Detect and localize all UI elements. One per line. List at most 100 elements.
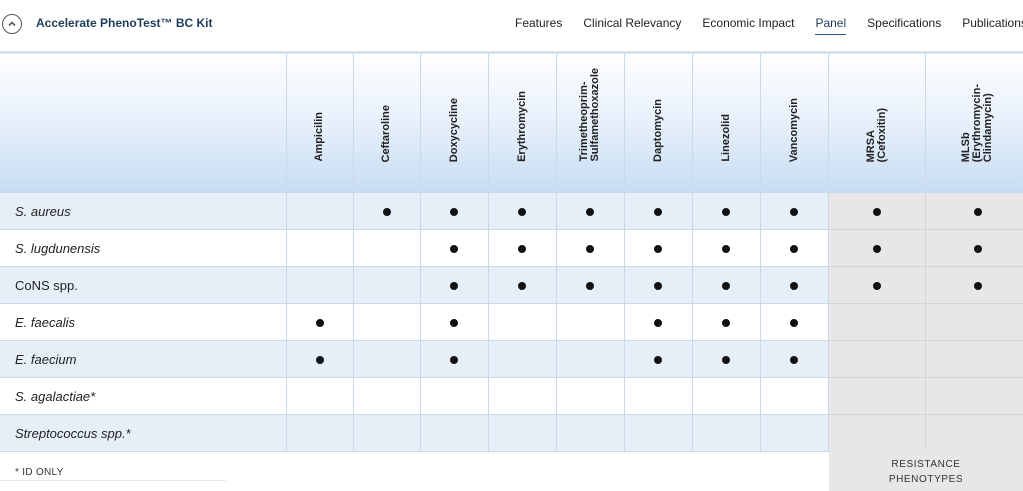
- panel-cell: [352, 229, 421, 267]
- included-dot-icon: [654, 318, 662, 327]
- chevron-up-circle-icon[interactable]: [2, 14, 22, 34]
- included-dot-icon: [872, 281, 881, 290]
- panel-cell: [691, 377, 761, 415]
- panel-cell: [487, 414, 557, 452]
- included-dot-icon: [450, 318, 458, 327]
- section-nav: Features Clinical Relevancy Economic Imp…: [515, 16, 1023, 35]
- table-row: Streptococcus spp.*: [0, 414, 1023, 452]
- included-dot-icon: [790, 207, 798, 216]
- panel-cell: [419, 229, 489, 267]
- panel-cell: [924, 266, 1023, 304]
- nav-panel[interactable]: Panel: [815, 16, 847, 35]
- panel-cell: [487, 229, 557, 267]
- panel-cell: [691, 303, 761, 341]
- included-dot-icon: [790, 244, 798, 253]
- panel-cell: [555, 340, 625, 378]
- included-dot-icon: [790, 281, 798, 290]
- panel-cell: [759, 229, 829, 267]
- included-dot-icon: [518, 207, 526, 216]
- panel-cell: [487, 266, 557, 304]
- included-dot-icon: [586, 244, 594, 253]
- panel-cell: [285, 266, 354, 304]
- organism-name: Streptococcus spp.*: [0, 414, 287, 452]
- panel-cell: [419, 414, 489, 452]
- panel-cell: [827, 266, 926, 304]
- nav-features[interactable]: Features: [515, 16, 563, 30]
- panel-cell: [487, 303, 557, 341]
- panel-cell: [555, 414, 625, 452]
- header-corner: [0, 52, 287, 193]
- included-dot-icon: [722, 281, 730, 290]
- included-dot-icon: [654, 207, 662, 216]
- column-header: Trimetheoprim- Sulfamethoxazole: [555, 52, 625, 193]
- nav-publications[interactable]: Publications: [962, 16, 1023, 30]
- panel-cell: [623, 192, 693, 230]
- included-dot-icon: [315, 355, 324, 364]
- panel-cell: [924, 340, 1023, 378]
- included-dot-icon: [722, 355, 730, 364]
- top-bar: Accelerate PhenoTest™ BC Kit Features Cl…: [0, 0, 1023, 52]
- panel-cell: [419, 377, 489, 415]
- panel-cell: [827, 414, 926, 452]
- column-header: Vancomycin: [759, 52, 829, 193]
- column-header: MLSb (Erythromycin- Clindamycin): [924, 52, 1023, 193]
- panel-cell: [924, 192, 1023, 230]
- column-header: Ceftaroline: [352, 52, 421, 193]
- panel-cell: [352, 192, 421, 230]
- panel-cell: [759, 414, 829, 452]
- column-header: Daptomycin: [623, 52, 693, 193]
- panel-body: S. aureus S. lugdunensis CoNS spp. E. faeca…: [0, 192, 1023, 452]
- panel-header-row: Ampicilin Ceftaroline Doxycycline Erythr…: [0, 52, 1023, 193]
- panel-cell: [827, 229, 926, 267]
- included-dot-icon: [722, 244, 730, 253]
- column-header: Ampicilin: [285, 52, 354, 193]
- panel-cell: [623, 229, 693, 267]
- included-dot-icon: [973, 244, 982, 253]
- panel-cell: [691, 414, 761, 452]
- panel-cell: [827, 303, 926, 341]
- panel-cell: [827, 340, 926, 378]
- panel-cell: [924, 414, 1023, 452]
- panel-cell: [419, 192, 489, 230]
- panel-cell: [419, 303, 489, 341]
- table-row: E. faecium: [0, 340, 1023, 378]
- organism-name: CoNS spp.: [0, 266, 287, 304]
- nav-economic-impact[interactable]: Economic Impact: [702, 16, 795, 30]
- panel-cell: [623, 266, 693, 304]
- table-row: CoNS spp.: [0, 266, 1023, 304]
- table-row: E. faecalis: [0, 303, 1023, 341]
- included-dot-icon: [872, 244, 881, 253]
- panel-cell: [352, 414, 421, 452]
- included-dot-icon: [518, 244, 526, 253]
- organism-name: S. aureus: [0, 192, 287, 230]
- organism-name: E. faecalis: [0, 303, 287, 341]
- panel-cell: [285, 414, 354, 452]
- included-dot-icon: [973, 207, 982, 216]
- panel-cell: [759, 192, 829, 230]
- product-title: Accelerate PhenoTest™ BC Kit: [36, 16, 213, 30]
- panel-cell: [691, 192, 761, 230]
- table-row: S. agalactiae*: [0, 377, 1023, 415]
- column-header: Linezolid: [691, 52, 761, 193]
- panel-cell: [285, 192, 354, 230]
- panel-cell: [555, 266, 625, 304]
- table-row: S. aureus: [0, 192, 1023, 230]
- panel-cell: [352, 266, 421, 304]
- panel-table: Ampicilin Ceftaroline Doxycycline Erythr…: [0, 52, 1023, 452]
- panel-cell: [623, 377, 693, 415]
- panel-cell: [285, 303, 354, 341]
- included-dot-icon: [973, 281, 982, 290]
- panel-cell: [623, 414, 693, 452]
- nav-specifications[interactable]: Specifications: [867, 16, 942, 30]
- panel-cell: [827, 192, 926, 230]
- panel-cell: [691, 229, 761, 267]
- panel-cell: [759, 340, 829, 378]
- resistance-phenotypes-label: RESISTANCE PHENOTYPES: [829, 450, 1023, 491]
- included-dot-icon: [654, 281, 662, 290]
- included-dot-icon: [722, 207, 730, 216]
- nav-clinical-relevancy[interactable]: Clinical Relevancy: [583, 16, 682, 30]
- panel-cell: [285, 229, 354, 267]
- column-header: MRSA (Cefoxitin): [827, 52, 926, 193]
- column-header: Erythromycin: [487, 52, 557, 193]
- panel-cell: [555, 377, 625, 415]
